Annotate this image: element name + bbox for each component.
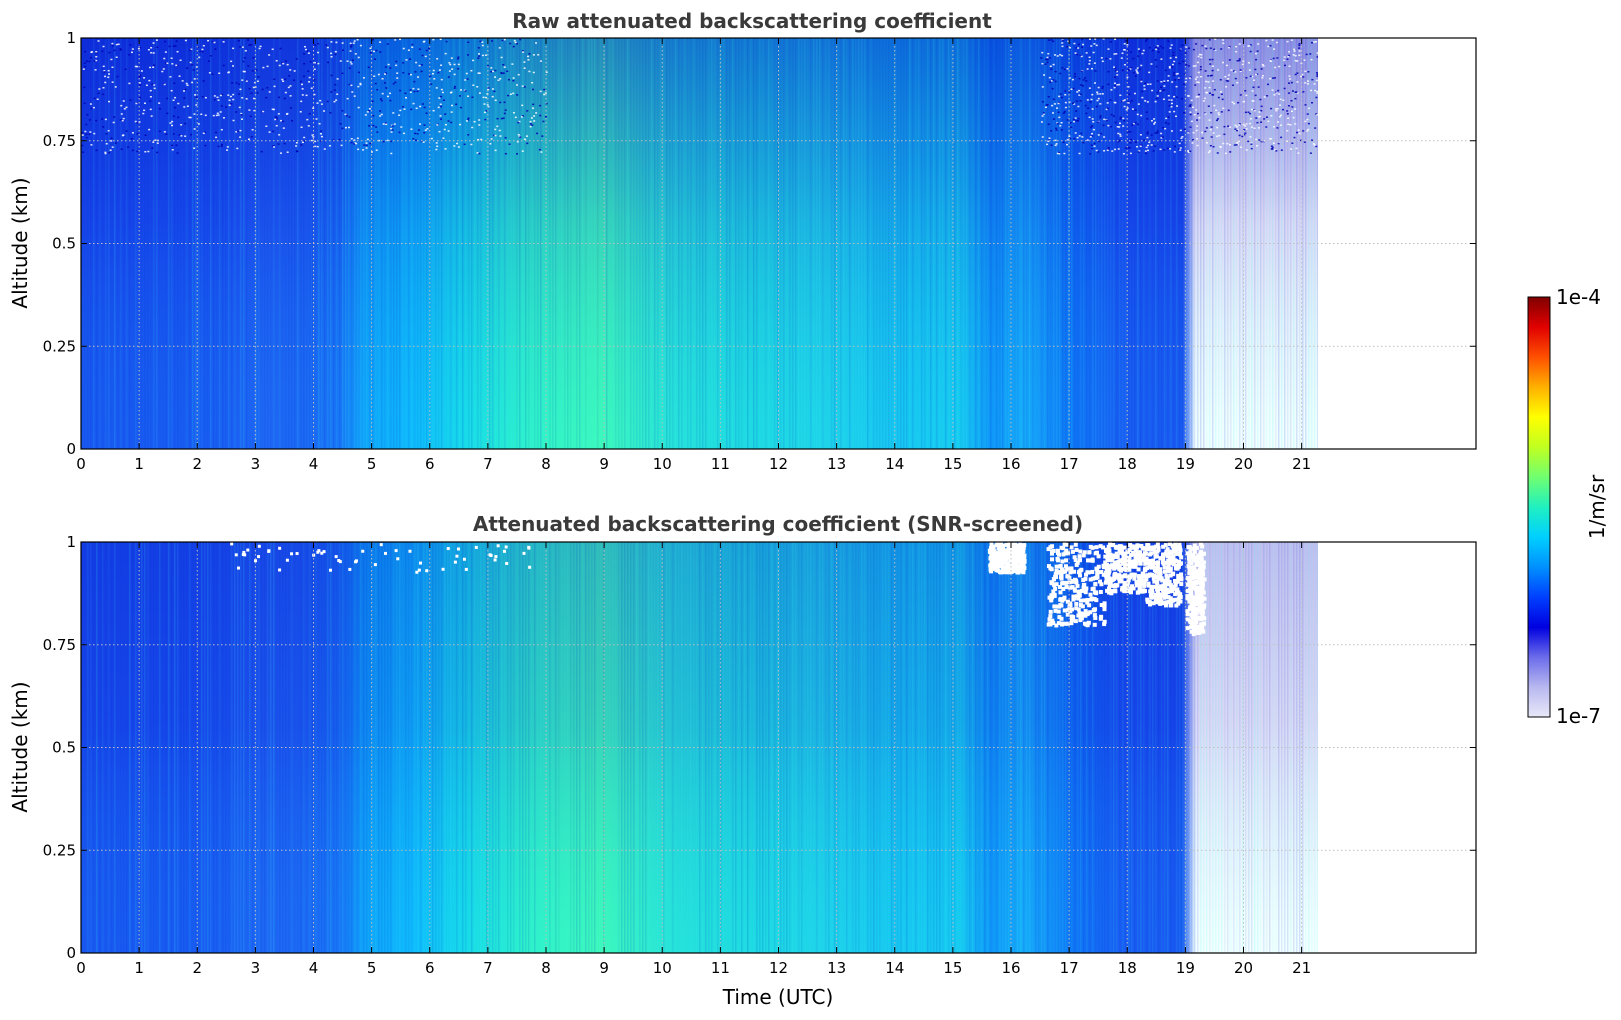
y-tick-label: 0 xyxy=(66,440,76,458)
y-tick-label: 0.75 xyxy=(43,636,76,654)
x-tick-label: 3 xyxy=(251,959,261,977)
x-tick-label: 11 xyxy=(711,959,730,977)
x-tick-label: 12 xyxy=(769,455,788,473)
x-tick-label: 7 xyxy=(483,959,493,977)
x-tick-label: 1 xyxy=(134,959,144,977)
y-tick-label: 0.5 xyxy=(52,235,76,253)
x-tick-label: 21 xyxy=(1292,959,1311,977)
x-tick-label: 7 xyxy=(483,455,493,473)
x-tick-label: 4 xyxy=(309,959,319,977)
top-panel-y-axis-label: Altitude (km) xyxy=(8,177,32,308)
x-tick-label: 17 xyxy=(1060,959,1079,977)
x-tick-label: 2 xyxy=(192,455,202,473)
x-tick-label: 13 xyxy=(827,455,846,473)
raw-backscatter-panel: Raw attenuated backscattering coefficien… xyxy=(8,9,1477,473)
x-tick-label: 0 xyxy=(76,455,86,473)
colorbar-min-label: 1e-7 xyxy=(1556,704,1601,728)
raw-backscatter-heatmap xyxy=(81,38,1476,449)
x-tick-label: 10 xyxy=(653,959,672,977)
y-tick-label: 0.25 xyxy=(43,337,76,355)
x-tick-label: 15 xyxy=(943,455,962,473)
x-tick-label: 14 xyxy=(885,455,904,473)
x-tick-label: 21 xyxy=(1292,455,1311,473)
screened-backscatter-heatmap xyxy=(81,542,1476,953)
y-tick-label: 0.25 xyxy=(43,841,76,859)
x-tick-label: 10 xyxy=(653,455,672,473)
x-tick-label: 0 xyxy=(76,959,86,977)
colorbar: 1e-4 1e-7 1/m/sr xyxy=(1527,285,1609,728)
x-tick-label: 4 xyxy=(309,455,319,473)
x-tick-label: 13 xyxy=(827,959,846,977)
bottom-panel-title: Attenuated backscattering coefficient (S… xyxy=(473,512,1083,536)
x-tick-label: 9 xyxy=(599,455,609,473)
heatmap-altitude-shading xyxy=(81,542,1318,953)
x-tick-label: 19 xyxy=(1176,959,1195,977)
x-tick-label: 20 xyxy=(1234,455,1253,473)
x-tick-label: 8 xyxy=(541,959,551,977)
colorbar-unit-label: 1/m/sr xyxy=(1585,474,1609,539)
screened-backscatter-panel: Attenuated backscattering coefficient (S… xyxy=(8,512,1477,1009)
x-tick-label: 5 xyxy=(367,455,377,473)
x-tick-label: 2 xyxy=(192,959,202,977)
heatmap-altitude-shading xyxy=(81,38,1318,449)
colorbar-gradient xyxy=(1528,297,1550,717)
x-tick-label: 20 xyxy=(1234,959,1253,977)
y-tick-label: 1 xyxy=(66,29,76,47)
top-panel-y-ticks: 0 0.25 0.5 0.75 1 xyxy=(43,29,1476,458)
top-panel-x-ticks: 0 1 2 3 4 5 6 7 8 9 10 11 12 13 14 15 16 17 18 19 20 21 xyxy=(76,38,1311,473)
colorbar-frame xyxy=(1527,296,1551,718)
x-tick-label: 17 xyxy=(1060,455,1079,473)
x-tick-label: 8 xyxy=(541,455,551,473)
x-tick-label: 14 xyxy=(885,959,904,977)
bottom-panel-y-axis-label: Altitude (km) xyxy=(8,681,32,812)
bottom-panel-y-ticks: 0 0.25 0.5 0.75 1 xyxy=(43,533,1476,962)
x-tick-label: 16 xyxy=(1001,959,1020,977)
y-tick-label: 0.5 xyxy=(52,739,76,757)
x-tick-label: 6 xyxy=(425,959,435,977)
x-tick-label: 1 xyxy=(134,455,144,473)
y-tick-label: 0 xyxy=(66,944,76,962)
bottom-panel-x-axis-label: Time (UTC) xyxy=(722,985,834,1009)
x-tick-label: 6 xyxy=(425,455,435,473)
bottom-panel-x-ticks: 0 1 2 3 4 5 6 7 8 9 10 11 12 13 14 15 16 17 18 19 20 21 xyxy=(76,542,1311,977)
top-panel-title: Raw attenuated backscattering coefficien… xyxy=(512,9,992,33)
x-tick-label: 9 xyxy=(599,959,609,977)
x-tick-label: 19 xyxy=(1176,455,1195,473)
x-tick-label: 18 xyxy=(1118,959,1137,977)
x-tick-label: 12 xyxy=(769,959,788,977)
x-tick-label: 15 xyxy=(943,959,962,977)
x-tick-label: 3 xyxy=(251,455,261,473)
x-tick-label: 18 xyxy=(1118,455,1137,473)
colorbar-max-label: 1e-4 xyxy=(1556,285,1601,309)
y-tick-label: 1 xyxy=(66,533,76,551)
x-tick-label: 5 xyxy=(367,959,377,977)
x-tick-label: 11 xyxy=(711,455,730,473)
x-tick-label: 16 xyxy=(1001,455,1020,473)
y-tick-label: 0.75 xyxy=(43,132,76,150)
